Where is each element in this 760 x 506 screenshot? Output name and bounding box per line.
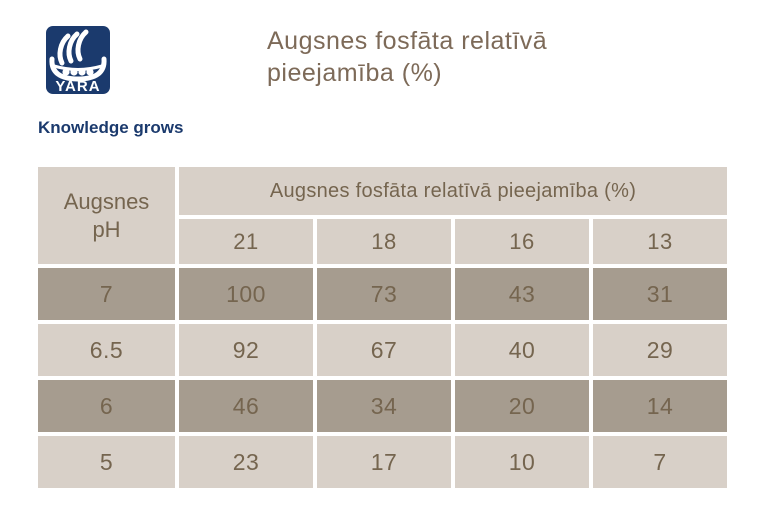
column-header: 18 [317, 219, 451, 264]
value-cell: 31 [593, 268, 727, 320]
value-cell: 20 [455, 380, 589, 432]
value-cell: 10 [455, 436, 589, 488]
ph-cell: 6.5 [38, 324, 175, 376]
table-span-header: Augsnes fosfāta relatīvā pieejamība (%) [179, 167, 727, 215]
table-corner-header: Augsnes pH [38, 167, 175, 264]
ph-cell: 5 [38, 436, 175, 488]
value-cell: 67 [317, 324, 451, 376]
value-cell: 29 [593, 324, 727, 376]
yara-logo: YARA [46, 26, 110, 94]
value-cell: 73 [317, 268, 451, 320]
column-header: 21 [179, 219, 313, 264]
value-cell: 7 [593, 436, 727, 488]
value-cell: 43 [455, 268, 589, 320]
column-header: 13 [593, 219, 727, 264]
ph-cell: 7 [38, 268, 175, 320]
value-cell: 46 [179, 380, 313, 432]
value-cell: 23 [179, 436, 313, 488]
value-cell: 92 [179, 324, 313, 376]
value-cell: 34 [317, 380, 451, 432]
value-cell: 17 [317, 436, 451, 488]
logo-wordmark: YARA [55, 78, 100, 94]
page-title: Augsnes fosfāta relatīvā pieejamība (%) [267, 27, 548, 87]
availability-table: Augsnes pH Augsnes fosfāta relatīvā piee… [38, 167, 727, 488]
brand-tagline: Knowledge grows [38, 118, 184, 137]
value-cell: 100 [179, 268, 313, 320]
ph-cell: 6 [38, 380, 175, 432]
column-header: 16 [455, 219, 589, 264]
value-cell: 14 [593, 380, 727, 432]
value-cell: 40 [455, 324, 589, 376]
ship-shields [62, 68, 94, 76]
viking-ship-icon [49, 29, 107, 82]
